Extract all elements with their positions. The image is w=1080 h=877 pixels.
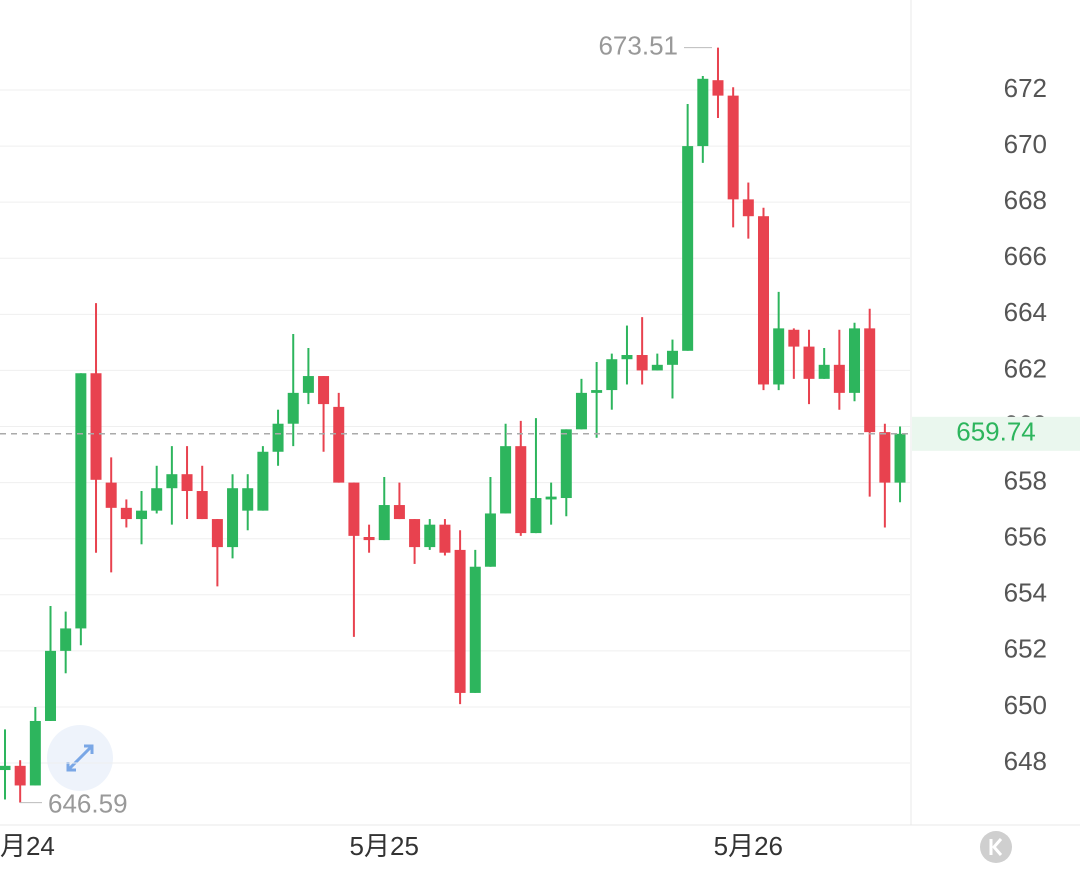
x-tick-label: 5月24: [0, 831, 55, 861]
candle-body: [788, 329, 800, 347]
candle-body: [727, 95, 739, 200]
candle-body: [75, 373, 87, 629]
reset-bg[interactable]: [980, 831, 1012, 863]
candle-body: [439, 524, 451, 553]
candle-body: [666, 350, 678, 365]
candle-body: [606, 359, 618, 391]
candle-body: [742, 199, 754, 217]
candle-body: [60, 628, 72, 651]
candle-body: [151, 488, 163, 511]
candle-body: [697, 78, 709, 147]
candle-body: [90, 373, 102, 480]
candle-body: [621, 355, 633, 360]
candle-body: [833, 364, 845, 393]
candle-body: [454, 549, 466, 693]
y-tick-label: 650: [1004, 690, 1047, 720]
candle-body: [530, 498, 542, 534]
reset-icon[interactable]: [989, 838, 1003, 856]
max-marker-label: 673.51: [598, 31, 678, 61]
y-tick-label: 648: [1004, 746, 1047, 776]
candle-body: [393, 505, 405, 520]
candle-body: [560, 429, 572, 499]
candle-body: [105, 482, 117, 508]
candle-body: [302, 376, 314, 393]
candle-body: [242, 488, 254, 511]
candle-body: [575, 392, 587, 430]
y-tick-label: 658: [1004, 465, 1047, 495]
candle-body: [651, 364, 663, 371]
candle-body: [864, 328, 876, 433]
candle-body: [318, 376, 330, 405]
candle-body: [166, 474, 178, 489]
y-tick-label: 654: [1004, 578, 1047, 608]
reset-button[interactable]: [980, 831, 1012, 863]
candle-body: [29, 720, 41, 786]
last-price-tag: [912, 416, 1080, 451]
candle-body: [196, 491, 208, 520]
candle-body: [227, 488, 239, 548]
candle-body: [136, 510, 148, 520]
candle-body: [211, 519, 223, 548]
candle-body: [818, 364, 830, 379]
candle-body: [469, 566, 481, 693]
candle-body: [894, 433, 906, 483]
candle-body: [120, 507, 132, 520]
candle-body: [545, 496, 557, 500]
candle-body: [758, 216, 769, 385]
candle-body: [14, 765, 26, 786]
candle-body: [287, 392, 299, 424]
candle-body: [484, 513, 496, 567]
candle-body: [363, 537, 375, 541]
candle-body: [272, 423, 284, 452]
y-tick-label: 652: [1004, 634, 1047, 664]
candle-body: [378, 505, 390, 541]
candle-body: [181, 474, 193, 492]
candle-body: [500, 446, 512, 514]
candle-body: [333, 406, 345, 483]
candle-body: [849, 328, 861, 393]
min-marker-label: 646.59: [48, 788, 128, 818]
candle-body: [348, 482, 360, 536]
y-tick-label: 670: [1004, 129, 1047, 159]
y-tick-label: 672: [1004, 73, 1047, 103]
last-price-label: 659.74: [956, 417, 1036, 447]
y-tick-label: 662: [1004, 353, 1047, 383]
candle-body: [712, 80, 724, 96]
candle-body: [591, 390, 603, 393]
y-tick-label: 664: [1004, 297, 1047, 327]
candle-body: [424, 524, 436, 548]
x-tick-label: 5月26: [714, 831, 783, 861]
x-tick-label: 5月25: [350, 831, 419, 861]
y-tick-label: 668: [1004, 185, 1047, 215]
candle-body: [45, 650, 57, 721]
candle-body: [0, 765, 11, 771]
y-tick-label: 656: [1004, 522, 1047, 552]
candle-body: [879, 432, 891, 483]
candle-body: [257, 451, 269, 511]
candle-body: [636, 355, 648, 371]
candle-body: [409, 519, 421, 548]
candle-body: [773, 328, 785, 385]
plot-area: [0, 47, 910, 803]
candle-body: [682, 146, 694, 351]
expand-button[interactable]: [47, 725, 113, 791]
candle-body: [803, 346, 815, 379]
y-tick-label: 666: [1004, 241, 1047, 271]
expand-icon[interactable]: [66, 744, 94, 772]
candle-body: [515, 446, 527, 534]
